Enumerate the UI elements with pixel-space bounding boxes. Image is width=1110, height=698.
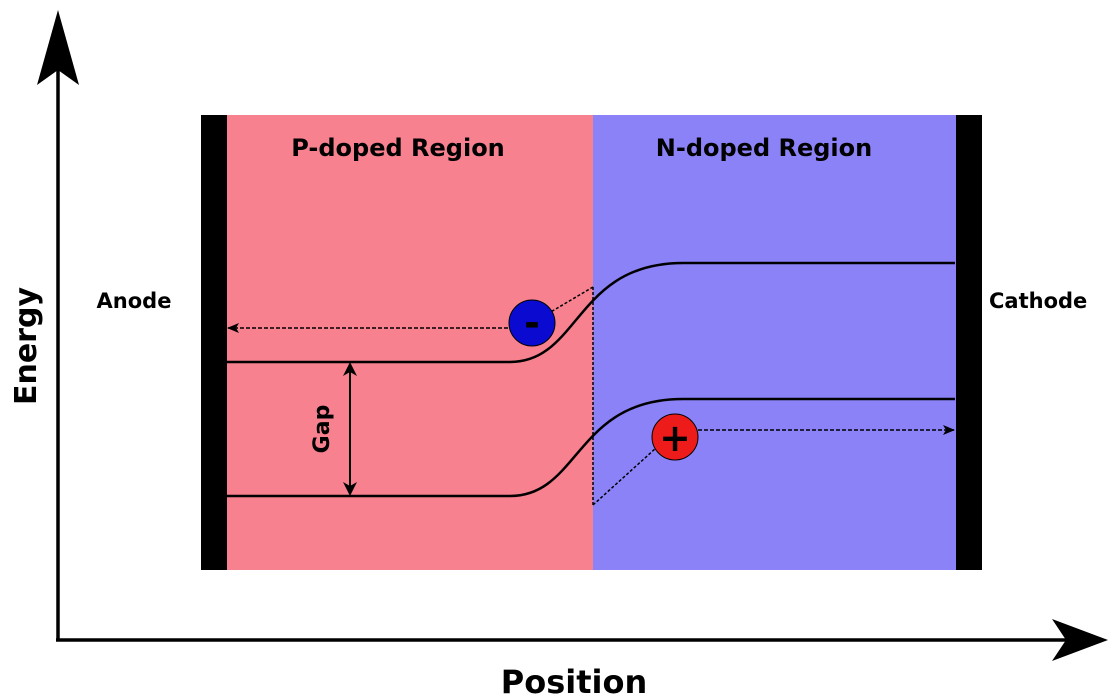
p-region-label: P-doped Region bbox=[291, 134, 505, 162]
conduction-band-edge bbox=[227, 261, 955, 364]
electron-circle bbox=[508, 299, 556, 347]
n-doped-region bbox=[593, 115, 957, 570]
electron-symbol: - bbox=[524, 301, 540, 345]
position-axis-arrowhead bbox=[1052, 619, 1108, 661]
anode-electrode bbox=[201, 115, 227, 570]
n-region-label: N-doped Region bbox=[656, 134, 872, 162]
y-axis-label: Energy bbox=[9, 287, 44, 405]
gap-label: Gap bbox=[310, 405, 335, 454]
energy-axis-arrowhead bbox=[37, 10, 79, 85]
electron-carrier: - bbox=[508, 299, 556, 347]
depletion-guide-upper bbox=[548, 286, 594, 505]
x-axis-label: Position bbox=[501, 663, 647, 698]
depletion-guide-lower bbox=[592, 447, 657, 506]
hole-carrier: + bbox=[651, 413, 699, 461]
hole-circle bbox=[651, 413, 699, 461]
cathode-electrode bbox=[956, 115, 982, 570]
valence-band-edge bbox=[227, 397, 955, 498]
anode-label: Anode bbox=[97, 289, 172, 313]
hole-symbol: + bbox=[659, 416, 691, 460]
cathode-label: Cathode bbox=[989, 289, 1087, 313]
